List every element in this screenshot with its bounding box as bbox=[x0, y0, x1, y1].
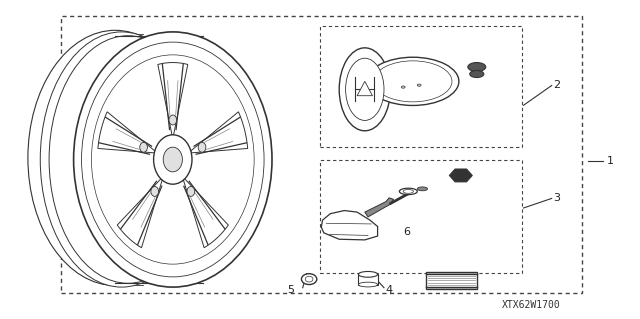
Ellipse shape bbox=[151, 187, 159, 197]
Ellipse shape bbox=[358, 282, 378, 287]
Ellipse shape bbox=[81, 42, 264, 277]
Ellipse shape bbox=[468, 63, 486, 71]
Text: 5: 5 bbox=[287, 285, 294, 295]
Ellipse shape bbox=[169, 115, 177, 125]
Polygon shape bbox=[449, 169, 472, 182]
Ellipse shape bbox=[84, 40, 236, 279]
Text: 1: 1 bbox=[607, 156, 614, 166]
Ellipse shape bbox=[92, 55, 254, 264]
Polygon shape bbox=[117, 179, 162, 248]
Text: 3: 3 bbox=[554, 193, 561, 203]
Bar bbox=[320, 160, 522, 273]
Ellipse shape bbox=[74, 32, 272, 287]
Ellipse shape bbox=[301, 274, 317, 285]
Ellipse shape bbox=[417, 84, 421, 86]
Ellipse shape bbox=[40, 32, 203, 287]
Polygon shape bbox=[357, 81, 372, 96]
Ellipse shape bbox=[49, 36, 207, 283]
Ellipse shape bbox=[154, 135, 192, 184]
Polygon shape bbox=[184, 179, 228, 248]
Bar bbox=[61, 16, 582, 293]
Text: XTX62W1700: XTX62W1700 bbox=[502, 300, 561, 310]
Text: 4: 4 bbox=[386, 285, 393, 295]
Ellipse shape bbox=[163, 147, 182, 172]
Polygon shape bbox=[158, 63, 188, 135]
Ellipse shape bbox=[198, 142, 206, 152]
Ellipse shape bbox=[417, 187, 428, 191]
Ellipse shape bbox=[339, 48, 390, 131]
Bar bbox=[426, 272, 477, 289]
Ellipse shape bbox=[28, 30, 202, 286]
Ellipse shape bbox=[358, 271, 378, 277]
Bar bbox=[320, 26, 522, 147]
Polygon shape bbox=[365, 198, 394, 217]
Ellipse shape bbox=[401, 86, 405, 88]
Polygon shape bbox=[191, 112, 248, 153]
Ellipse shape bbox=[187, 187, 195, 197]
Polygon shape bbox=[98, 112, 155, 153]
Ellipse shape bbox=[367, 57, 459, 106]
Text: 2: 2 bbox=[554, 79, 561, 90]
Text: 6: 6 bbox=[403, 227, 410, 237]
Ellipse shape bbox=[140, 142, 147, 152]
Ellipse shape bbox=[374, 61, 452, 102]
Ellipse shape bbox=[399, 188, 417, 195]
Polygon shape bbox=[358, 274, 378, 285]
Ellipse shape bbox=[305, 276, 313, 282]
Polygon shape bbox=[321, 211, 378, 240]
Ellipse shape bbox=[403, 189, 413, 193]
Ellipse shape bbox=[470, 70, 484, 78]
Ellipse shape bbox=[346, 58, 384, 121]
